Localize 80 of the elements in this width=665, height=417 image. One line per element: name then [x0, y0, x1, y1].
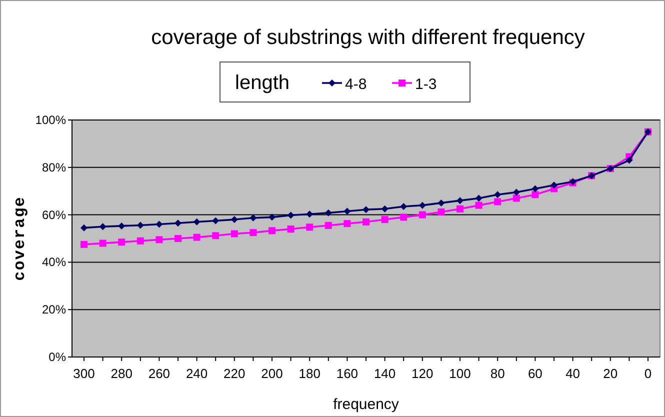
point [250, 229, 257, 236]
point [230, 230, 238, 238]
point [287, 212, 294, 219]
point [418, 202, 426, 209]
x-tick-label: 280 [110, 366, 132, 381]
point [80, 240, 88, 248]
x-tick-label: 40 [566, 366, 580, 381]
point [250, 214, 257, 222]
y-axis-title: coverage [11, 196, 29, 281]
point [99, 223, 106, 230]
point [156, 236, 163, 244]
point [268, 214, 276, 221]
point [193, 218, 200, 226]
point [287, 226, 294, 233]
point [118, 222, 126, 230]
point [174, 235, 182, 242]
point [475, 202, 482, 209]
point [456, 205, 464, 212]
point [362, 218, 370, 226]
point [418, 211, 426, 218]
point [324, 209, 332, 216]
point [438, 208, 445, 216]
point [626, 156, 633, 164]
y-tick-label: 80% [42, 160, 66, 174]
x-tick-label: 100 [449, 366, 471, 381]
point [494, 191, 502, 198]
point [80, 224, 88, 232]
point [306, 224, 314, 231]
y-tick-label: 20% [42, 302, 66, 317]
point [212, 217, 220, 224]
chart-title: coverage of substrings with different frequency [151, 26, 586, 49]
legend-label: 4-8 [345, 76, 367, 93]
point [362, 206, 370, 214]
point [306, 210, 314, 218]
x-tick-label: 120 [412, 366, 434, 381]
point [156, 220, 163, 228]
point [99, 240, 106, 247]
x-tick-label: 240 [186, 366, 208, 381]
point [381, 205, 388, 212]
point [494, 198, 502, 206]
point [118, 238, 126, 246]
point [400, 214, 408, 221]
x-tick-label: 80 [490, 366, 505, 381]
legend-title: length [235, 72, 290, 94]
point [456, 197, 464, 204]
x-tick-label: 300 [73, 366, 95, 381]
point [268, 227, 276, 234]
x-tick-label: 260 [148, 366, 170, 381]
point [512, 188, 520, 196]
point [344, 220, 351, 228]
x-tick-label: 200 [261, 366, 283, 381]
point [475, 194, 482, 202]
point [230, 216, 238, 224]
point [193, 234, 200, 241]
x-tick-label: 140 [374, 366, 396, 381]
point [136, 222, 144, 229]
point [512, 194, 520, 202]
x-tick-label: 180 [298, 366, 320, 381]
y-tick-label: 100% [35, 113, 66, 127]
point [174, 220, 182, 227]
point [344, 208, 351, 215]
point [438, 199, 445, 206]
point [381, 216, 388, 224]
point [136, 237, 144, 244]
y-tick-label: 60% [42, 208, 66, 222]
y-tick-label: 0% [48, 350, 66, 364]
point [324, 222, 332, 229]
x-tick-label: 20 [603, 366, 618, 381]
x-tick-label: 220 [224, 366, 246, 381]
legend-label: 1-3 [415, 76, 437, 93]
point [212, 232, 220, 240]
point [532, 185, 539, 192]
x-tick-label: 0 [644, 366, 652, 381]
y-tick-label: 40% [42, 255, 66, 270]
x-axis-title: frequency [333, 396, 400, 413]
x-tick-label: 160 [336, 366, 358, 381]
point [550, 182, 558, 189]
point [532, 191, 539, 198]
point [400, 203, 408, 210]
x-tick-label: 60 [528, 366, 542, 381]
